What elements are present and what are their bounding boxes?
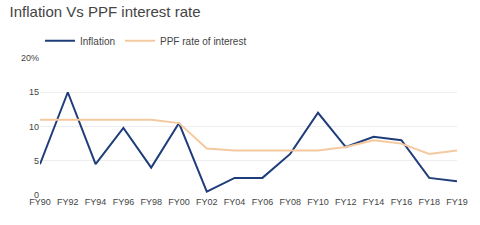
svg-text:FY02: FY02 bbox=[196, 197, 218, 207]
svg-text:Inflation: Inflation bbox=[80, 36, 115, 47]
svg-text:FY92: FY92 bbox=[57, 197, 79, 207]
svg-text:FY00: FY00 bbox=[168, 197, 190, 207]
svg-text:Inflation Vs PPF interest rate: Inflation Vs PPF interest rate bbox=[10, 3, 201, 20]
svg-text:5: 5 bbox=[34, 156, 39, 166]
svg-text:20%: 20% bbox=[21, 53, 39, 63]
svg-text:PPF rate of interest: PPF rate of interest bbox=[160, 36, 246, 47]
svg-text:0: 0 bbox=[34, 190, 39, 200]
svg-text:FY08: FY08 bbox=[279, 197, 301, 207]
svg-text:FY96: FY96 bbox=[113, 197, 135, 207]
svg-text:10: 10 bbox=[29, 122, 39, 132]
svg-text:FY18: FY18 bbox=[418, 197, 440, 207]
svg-text:FY10: FY10 bbox=[307, 197, 329, 207]
svg-text:FY04: FY04 bbox=[224, 197, 246, 207]
svg-text:15: 15 bbox=[29, 87, 39, 97]
svg-text:FY14: FY14 bbox=[363, 197, 385, 207]
svg-text:FY94: FY94 bbox=[85, 197, 107, 207]
svg-text:FY90: FY90 bbox=[29, 197, 51, 207]
svg-text:FY12: FY12 bbox=[335, 197, 357, 207]
svg-text:FY16: FY16 bbox=[391, 197, 413, 207]
svg-text:FY19: FY19 bbox=[446, 197, 468, 207]
svg-text:FY98: FY98 bbox=[140, 197, 162, 207]
svg-text:FY06: FY06 bbox=[252, 197, 274, 207]
